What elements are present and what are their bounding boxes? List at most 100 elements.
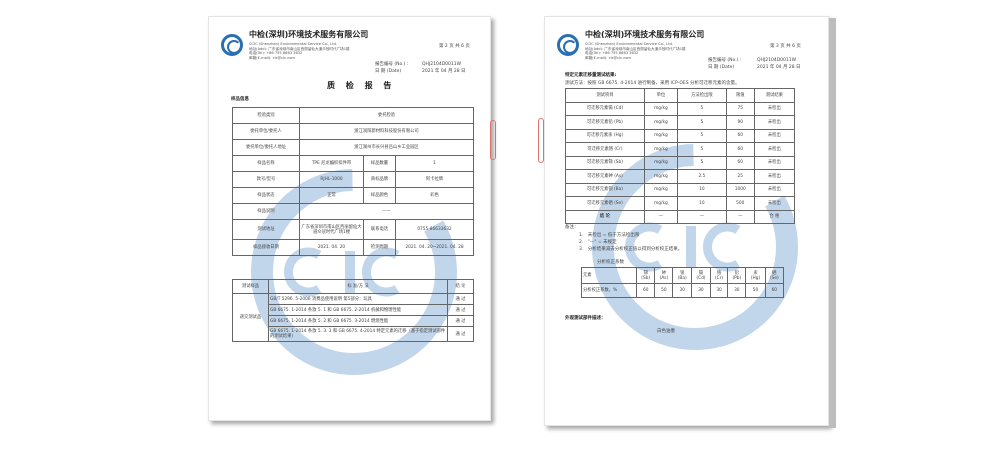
page-number: 第 2 页 共 6 页 [439,44,470,49]
table-cell: 5 [676,142,727,157]
report-no-label: 报告编号 (No.) : [375,62,409,67]
value-cell: 60 [635,283,656,298]
table-cell: 合 格 [753,209,796,224]
company-name-en: CCIC (Shenzhen) Environmental Service Co… [585,42,673,46]
table-cell: mg/kg [643,169,678,184]
value-cell: 30 [691,283,711,298]
desc-title: 外观测试部件描述： [565,316,606,321]
table-row: 可迁移元素钡 (Ba) mg/kg 10 1000 未检出 [565,182,796,197]
table-cell: — [643,209,678,224]
table-row: 可迁移元素镉 (Cd) mg/kg 5 75 未检出 [565,101,796,116]
element-cell: 硒 (Se) [764,267,785,284]
company-tel: 电话(Tel): +86 755 8663 3632 [249,51,303,56]
value-cell: 50 [654,283,674,298]
report-date: 2021 年 04 月 28 日 [757,65,801,70]
table-cell: 90 [725,115,755,130]
page-edge [829,18,836,428]
table-cell: — [676,209,727,224]
table-cell: 未检出 [753,196,796,211]
sample-info-table: 检验类别 委托检验 委托单位/委托人 浙江润阳新材料科技股份有限公司 委托单位/委托… [232,107,474,256]
table-cell: mg/kg [643,115,678,130]
table-cell: 可迁移元素钡 (Ba) [565,182,645,197]
table-cell: 方法检出限 [676,88,727,103]
value-cell: 60 [764,283,785,298]
table-cell: 测试结果 [753,88,796,103]
table-row: 可迁移元素铅 (Pb) mg/kg 5 90 未检出 [565,115,796,130]
company-name-en: CCIC (Shenzhen) Environmental Service Co… [249,42,337,46]
company-name: 中检(深圳)环境技术服务有限公司 [585,30,705,39]
table-cell: 10 [676,196,727,211]
desc-value: 白色油墨 [657,329,675,334]
element-cell: 镉 (Cd) [691,267,711,284]
table-cell: mg/kg [643,128,678,143]
table-cell: 可迁移元素锑 (Sb) [565,155,645,170]
table-row: 可迁移元素硒 (Se) mg/kg 10 500 未检出 [565,196,796,211]
table-cell: mg/kg [643,182,678,197]
report-page-1: 中检(深圳)环境技术服务有限公司 CCIC (Shenzhen) Environ… [208,16,491,421]
element-cell: 钡 (Ba) [672,267,693,284]
table-cell: 结 论 [565,209,645,224]
element-cell: 铬 (Cr) [709,267,729,284]
table-cell: 75 [725,101,755,116]
table-cell: 未检出 [753,128,796,143]
table-row: 可迁移元素锑 (Sb) mg/kg 5 60 未检出 [565,155,796,170]
correction-title: 分析校正系数 [597,260,624,265]
table-cell: 未检出 [753,169,796,184]
table-cell: 未检出 [753,155,796,170]
table-cell: 元素 [581,267,637,284]
table-cell: 测试项目 [565,88,645,103]
table-cell: 未检出 [753,101,796,116]
table-cell: mg/kg [643,196,678,211]
report-no: QHJ2104D0011W [757,58,797,63]
element-cell: 锑 (Sb) [635,267,656,284]
report-no: QHJ2104D0011W [422,62,462,67]
section-title: 样品信息 [231,97,249,102]
element-cell: 汞 (Hg) [745,267,766,284]
table-cell: 60 [725,155,755,170]
table-cell: 500 [725,196,755,211]
company-email: 邮箱(E-mail): cic@cic.com [249,55,295,60]
cic-logo [557,34,579,56]
table-cell: 可迁移元素硒 (Se) [565,196,645,211]
element-cell: 铅 (Pb) [727,267,747,284]
table-cell: 未检出 [753,182,796,197]
company-name: 中检(深圳)环境技术服务有限公司 [249,30,369,39]
company-address: 地址(Add): 广东省深圳市南山区西丽留仙大道众冠时代广场1楼 [249,46,350,51]
company-address: 地址(Add): 广东省深圳市南山区西丽留仙大道众冠时代广场1楼 [585,46,686,51]
report-date: 2021 年 04 月 28 日 [422,69,466,74]
notes-title: 备注： [565,225,579,230]
value-cell: 30 [709,283,729,298]
table-cell: 5 [676,115,727,130]
table-cell: 25 [725,169,755,184]
page-number: 第 3 页 共 6 页 [770,44,801,49]
table-cell: 可迁移元素铬 (Cr) [565,142,645,157]
table-cell: mg/kg [643,155,678,170]
company-email: 邮箱(E-mail): cic@cic.com [585,55,631,60]
table-cell: 可迁移元素砷 (As) [565,169,645,184]
table-cell: 2.5 [676,169,727,184]
value-cell: 30 [672,283,693,298]
cic-logo [221,34,243,56]
date-label: 日 期 (Date) [708,65,735,70]
table-cell: 单位 [643,88,678,103]
table-cell: 可迁移元素镉 (Cd) [565,101,645,116]
report-no-label: 报告编号 (No.) : [708,58,742,63]
table-cell: 5 [676,155,727,170]
table-row: 可迁移元素铬 (Cr) mg/kg 5 60 未检出 [565,142,796,157]
table-cell: 60 [725,142,755,157]
table-cell: 1000 [725,182,755,197]
notes: 1. 未检出 = 低于方法检出限 2. "—" = 未规定 3. 分析结果减去分… [579,233,683,252]
table-cell: 可迁移元素汞 (Hg) [565,128,645,143]
table-cell: mg/kg [643,142,678,157]
table-cell: 5 [676,101,727,116]
table-header: 元素锑 (Sb) 砷 (As) 钡 (Ba) 镉 (Cd) 铬 (Cr) 铅 (Pb) 汞 … [581,267,785,284]
value-cell: 50 [745,283,766,298]
table-cell: 10 [676,182,727,197]
value-cell: 30 [727,283,747,298]
table-cell: mg/kg [643,101,678,116]
report-title: 质 检 报 告 [327,81,396,90]
table-row: 分析校正系数，% 60 50 30 30 30 30 50 60 [581,283,785,298]
table-cell: 分析校正系数，% [581,283,637,298]
element-migration-table: 测试项目 单位 方法检出限 限值 测试结果 可迁移元素镉 (Cd) mg/kg 5 75 未检出可… [565,88,796,224]
element-cell: 砷 (As) [654,267,674,284]
